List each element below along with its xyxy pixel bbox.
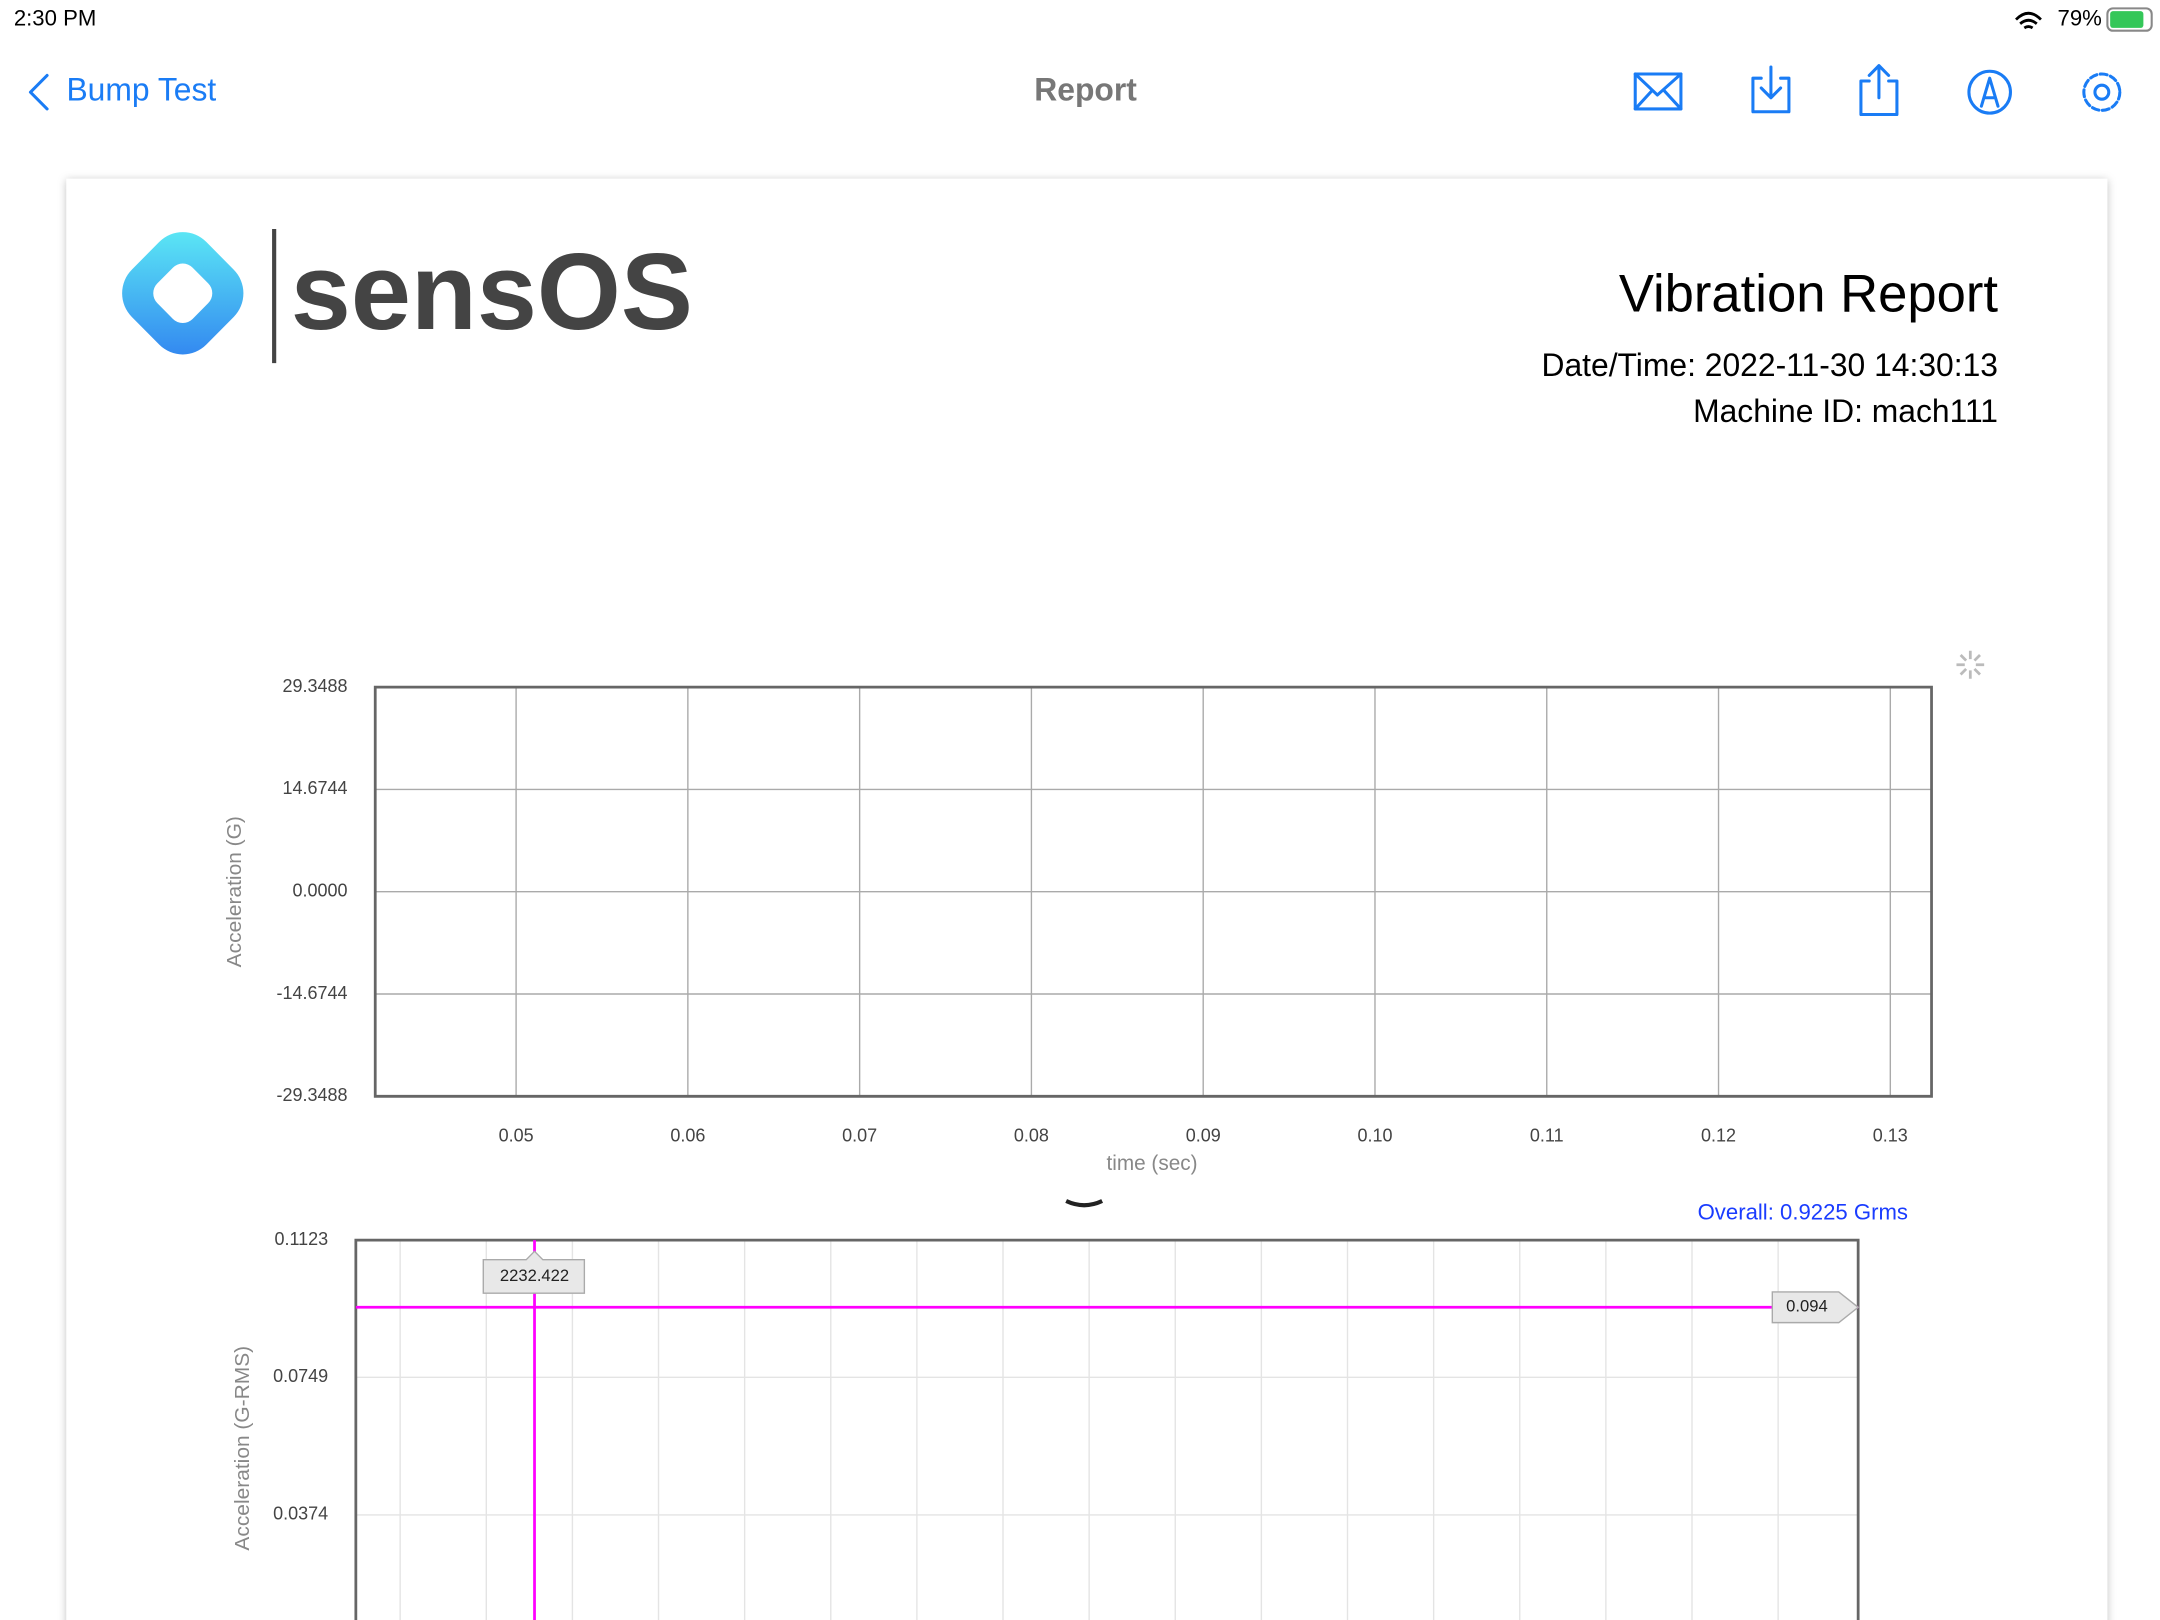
battery-level <box>2110 11 2144 28</box>
y-tick-label: 0.1123 <box>274 1229 328 1249</box>
report-machine: Machine ID: mach111 <box>1693 393 1998 429</box>
x-tick-label: 0.06 <box>670 1126 705 1146</box>
x-tick-label: 0.10 <box>1357 1126 1392 1146</box>
cursor-x-box <box>482 1250 586 1294</box>
overall-annotation: Overall: 0.9225 Grms <box>1698 1199 1908 1224</box>
y-tick-label: -14.6744 <box>277 983 348 1003</box>
x-tick-label: 0.09 <box>1186 1126 1221 1146</box>
page-indicator <box>1065 1199 1104 1208</box>
y-tick-label: 0.0749 <box>273 1366 328 1386</box>
x-tick-label: 0.13 <box>1873 1126 1908 1146</box>
y-axis-label: Acceleration (G-RMS) <box>231 1346 254 1551</box>
report-page <box>66 178 2108 1620</box>
y-tick-label: 29.3488 <box>283 676 348 696</box>
wifi-icon <box>2015 11 2042 30</box>
logo-mark <box>122 232 244 355</box>
battery-percent: 79% <box>2058 5 2102 30</box>
back-button[interactable]: Bump Test <box>66 72 216 108</box>
y-axis-label: Acceleration (G) <box>223 816 246 967</box>
battery-icon <box>2106 7 2153 32</box>
status-time: 2:30 PM <box>14 5 96 30</box>
x-tick-label: 0.12 <box>1701 1126 1736 1146</box>
x-tick-label: 0.08 <box>1014 1126 1049 1146</box>
mail-button[interactable] <box>1633 72 1683 111</box>
download-button[interactable] <box>1751 65 1791 114</box>
report-datetime: Date/Time: 2022-11-30 14:30:13 <box>1541 347 1998 383</box>
cursor-y-label: 0.094 <box>1786 1297 1828 1316</box>
nav-title: Report <box>1034 72 1137 108</box>
x-tick-label: 0.05 <box>499 1126 534 1146</box>
y-tick-label: 0.0000 <box>293 880 348 900</box>
cursor-x-label: 2232.422 <box>500 1266 569 1285</box>
x-axis-label: time (sec) <box>1106 1152 1197 1175</box>
report-title: Vibration Report <box>1619 264 1998 323</box>
y-tick-label: 0.0374 <box>273 1504 328 1524</box>
share-button[interactable] <box>1859 64 1899 117</box>
x-tick-label: 0.11 <box>1530 1126 1564 1146</box>
cursor-y-box <box>1771 1291 1860 1324</box>
logo-text: sensOS <box>291 231 693 353</box>
y-tick-label: 14.6744 <box>283 778 348 798</box>
y-tick-label: -29.3488 <box>277 1085 348 1105</box>
plot-frame <box>373 685 1933 1098</box>
loading-spinner <box>1956 650 1985 679</box>
plot-frame <box>354 1238 1860 1620</box>
settings-button[interactable] <box>2082 72 2122 112</box>
x-tick-label: 0.07 <box>842 1126 877 1146</box>
back-chevron[interactable] <box>28 73 49 111</box>
markup-button[interactable] <box>1967 69 2012 115</box>
